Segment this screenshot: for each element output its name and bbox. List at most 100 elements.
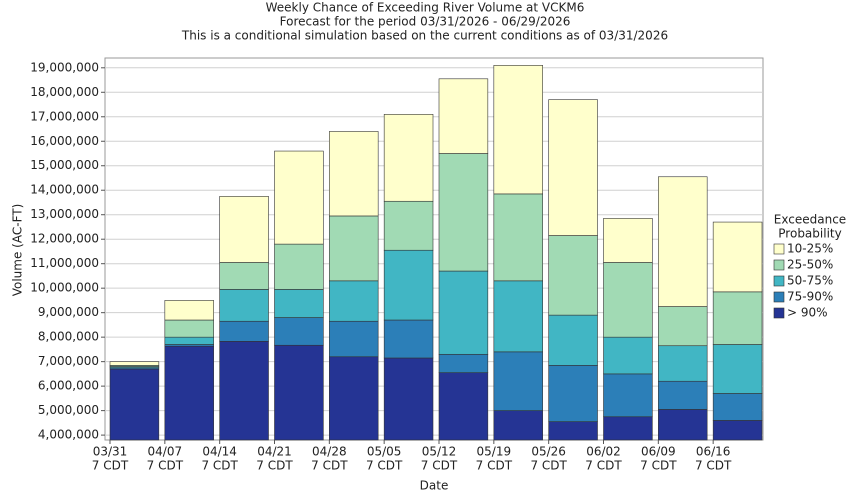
bar-segment <box>603 336 653 375</box>
bar-segment <box>274 344 324 441</box>
bar-segment <box>658 176 708 307</box>
legend-label: 10-25% <box>787 242 833 256</box>
bar-segment <box>219 341 269 441</box>
bar-segment <box>438 78 489 154</box>
x-tick-label: 05/26 <box>531 445 566 459</box>
bar-segment <box>548 235 598 316</box>
bar-segment <box>329 356 379 441</box>
x-tick-label: 04/07 <box>148 445 183 459</box>
y-tick-label: 12,000,000 <box>30 232 99 246</box>
x-tick-label: 06/02 <box>586 445 621 459</box>
x-tick-label: 04/21 <box>257 445 292 459</box>
y-tick-label: 16,000,000 <box>30 134 99 148</box>
bar-segment <box>603 416 653 441</box>
bar-segment <box>274 289 324 318</box>
y-tick-label: 5,000,000 <box>38 403 99 417</box>
x-tick-label: 06/16 <box>696 445 731 459</box>
x-tick-sublabel: 7 CDT <box>147 459 184 473</box>
y-tick-label: 9,000,000 <box>38 305 99 319</box>
bar-segment <box>493 280 543 353</box>
bar-segment <box>712 420 763 441</box>
x-tick-sublabel: 7 CDT <box>201 459 238 473</box>
legend-title: Exceedance <box>774 213 846 227</box>
bar-segment <box>493 193 543 282</box>
y-tick-label: 13,000,000 <box>30 207 99 221</box>
bar-segment <box>383 114 434 202</box>
bar-segment <box>383 200 434 251</box>
bar-segment <box>164 300 214 321</box>
bar-segment <box>274 317 324 346</box>
x-tick-sublabel: 7 CDT <box>530 459 567 473</box>
y-tick-label: 4,000,000 <box>38 428 99 442</box>
bar-segment <box>274 243 324 290</box>
x-tick-label: 05/12 <box>422 445 457 459</box>
y-tick-label: 19,000,000 <box>30 60 99 74</box>
bar-segment <box>603 373 653 418</box>
bar-segment <box>329 320 379 358</box>
y-tick-label: 7,000,000 <box>38 354 99 368</box>
bar-segment <box>493 65 543 195</box>
bar-segment <box>438 153 489 272</box>
x-tick-sublabel: 7 CDT <box>256 459 293 473</box>
bar-segment <box>712 393 763 421</box>
bar-segment <box>438 372 489 441</box>
bar-segment <box>164 336 214 345</box>
bar-segment <box>658 306 708 347</box>
bar-segment <box>548 99 598 236</box>
bar-segment <box>109 368 160 441</box>
chart-title: Weekly Chance of Exceeding River Volume … <box>266 1 585 15</box>
legend-label: 50-75% <box>787 274 833 288</box>
y-tick-label: 17,000,000 <box>30 109 99 123</box>
bar-segment <box>438 353 489 373</box>
bar-segment <box>712 344 763 394</box>
y-tick-label: 15,000,000 <box>30 158 99 172</box>
legend-title: Probability <box>778 227 841 241</box>
bar-segment <box>219 289 269 322</box>
y-tick-label: 14,000,000 <box>30 183 99 197</box>
x-tick-label: 05/19 <box>477 445 512 459</box>
bar-segment <box>164 319 214 338</box>
x-tick-sublabel: 7 CDT <box>695 459 732 473</box>
x-tick-label: 04/28 <box>312 445 347 459</box>
bar-segment <box>109 361 160 366</box>
bar-segment <box>329 280 379 322</box>
bar-segment <box>548 314 598 366</box>
x-tick-sublabel: 7 CDT <box>421 459 458 473</box>
bar-segment <box>219 320 269 342</box>
legend-label: 25-50% <box>787 258 833 272</box>
x-axis-label: Date <box>420 479 449 493</box>
x-tick-sublabel: 7 CDT <box>476 459 513 473</box>
legend-swatch <box>773 291 785 303</box>
bar-segment <box>219 262 269 290</box>
bar-segment <box>383 357 434 441</box>
chart-subtitle: Forecast for the period 03/31/2026 - 06/… <box>280 15 571 29</box>
bar-segment <box>603 262 653 338</box>
legend-swatch <box>773 307 785 319</box>
y-tick-label: 10,000,000 <box>30 281 99 295</box>
x-tick-sublabel: 7 CDT <box>311 459 348 473</box>
bar-segment <box>712 221 763 293</box>
y-tick-label: 8,000,000 <box>38 330 99 344</box>
x-tick-label: 05/05 <box>367 445 402 459</box>
bar-segment <box>603 218 653 263</box>
x-tick-label: 04/14 <box>202 445 237 459</box>
legend-swatch <box>773 275 785 287</box>
bar-segment <box>438 270 489 355</box>
bar-segment <box>548 365 598 422</box>
bar-segment <box>658 345 708 382</box>
x-tick-label: 03/31 <box>93 445 128 459</box>
bar-segment <box>493 351 543 411</box>
bar-segment <box>548 421 598 441</box>
legend-swatch <box>773 243 785 255</box>
y-tick-label: 18,000,000 <box>30 85 99 99</box>
bar-segment <box>493 410 543 441</box>
bar-segment <box>329 215 379 282</box>
y-tick-label: 11,000,000 <box>30 256 99 270</box>
bar-segment <box>329 131 379 217</box>
x-tick-sublabel: 7 CDT <box>640 459 677 473</box>
x-tick-sublabel: 7 CDT <box>366 459 403 473</box>
bar-segment <box>658 380 708 410</box>
bar-segment <box>658 409 708 441</box>
bar-segment <box>164 345 214 441</box>
legend-label: 75-90% <box>787 290 833 304</box>
